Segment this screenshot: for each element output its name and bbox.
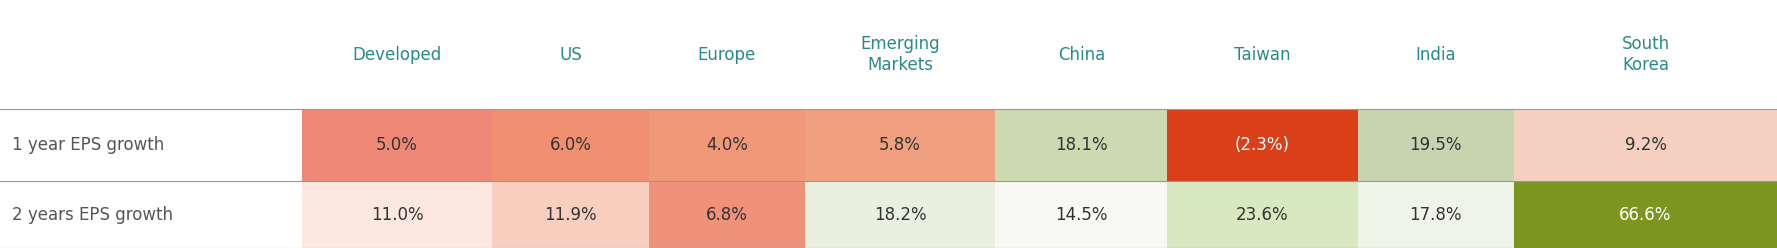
Text: 2 years EPS growth: 2 years EPS growth [12,206,172,223]
Text: 5.0%: 5.0% [377,136,418,154]
Bar [492,181,649,248]
Text: Taiwan: Taiwan [1235,46,1290,63]
Text: (2.3%): (2.3%) [1235,136,1290,154]
Text: 17.8%: 17.8% [1409,206,1462,223]
Text: 4.0%: 4.0% [705,136,748,154]
Text: 5.8%: 5.8% [880,136,920,154]
Text: Developed: Developed [352,46,442,63]
Text: US: US [560,46,581,63]
Bar [995,181,1167,248]
Bar [649,109,805,181]
Bar [995,109,1167,181]
Text: 14.5%: 14.5% [1056,206,1107,223]
Text: 66.6%: 66.6% [1619,206,1672,223]
Text: 19.5%: 19.5% [1409,136,1462,154]
Text: 6.0%: 6.0% [549,136,592,154]
Text: Emerging
Markets: Emerging Markets [860,35,940,74]
Text: 11.0%: 11.0% [371,206,423,223]
Text: China: China [1057,46,1105,63]
Text: 9.2%: 9.2% [1624,136,1667,154]
Text: 6.8%: 6.8% [705,206,748,223]
Bar [1167,181,1358,248]
Text: Europe: Europe [698,46,755,63]
Bar [302,109,492,181]
Bar [1514,181,1777,248]
Bar [805,109,995,181]
Bar [302,181,492,248]
Text: India: India [1416,46,1455,63]
Bar [1514,109,1777,181]
Text: 23.6%: 23.6% [1237,206,1288,223]
Text: 1 year EPS growth: 1 year EPS growth [12,136,163,154]
Bar [1358,109,1514,181]
Bar [1167,109,1358,181]
Text: South
Korea: South Korea [1621,35,1670,74]
Bar [1358,181,1514,248]
Bar [805,181,995,248]
Text: 11.9%: 11.9% [544,206,597,223]
Bar [649,181,805,248]
Text: 18.1%: 18.1% [1056,136,1107,154]
Bar [492,109,649,181]
Text: 18.2%: 18.2% [874,206,926,223]
